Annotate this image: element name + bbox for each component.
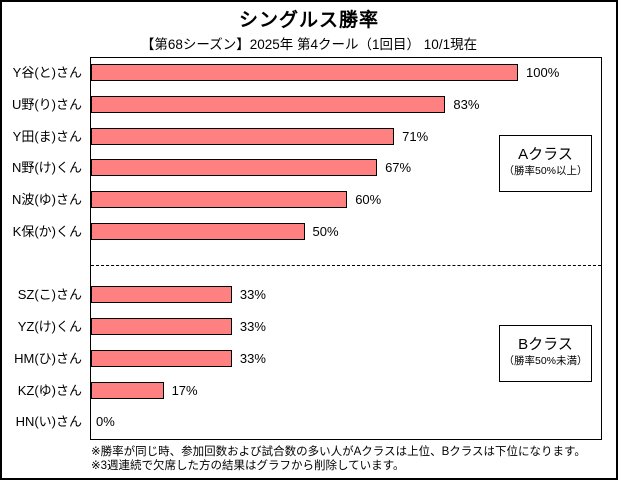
footnote-line-2: ※3週連続で欠席した方の結果はグラフから削除しています。 xyxy=(91,460,405,472)
bar xyxy=(91,222,305,240)
chart-title: シングルス勝率 xyxy=(238,10,379,31)
group-separator-line xyxy=(91,264,601,266)
value-label: 33% xyxy=(239,350,266,366)
value-label: 33% xyxy=(239,319,266,334)
category-label: SZ(こ)さん xyxy=(17,287,82,303)
plot-area: Aクラス （勝率50%以上） Bクラス （勝率50%未満） 100% 83% 71%… xyxy=(90,57,602,440)
bar xyxy=(91,159,378,177)
category-label: K保(か)くん xyxy=(12,223,82,239)
class-b-title: Bクラス xyxy=(518,336,573,353)
category-label: HN(い)さん xyxy=(15,414,82,430)
category-label: Y谷(と)さん xyxy=(12,65,82,80)
category-label: N波(ゆ)さん xyxy=(11,192,82,207)
class-b-criterion: （勝率50%未満） xyxy=(503,355,588,367)
bar xyxy=(91,286,232,304)
bar xyxy=(91,318,232,335)
value-label: 67% xyxy=(385,160,412,176)
bar xyxy=(91,191,348,208)
value-label: 50% xyxy=(312,223,339,239)
footnote-line-1: ※勝率が同じ時、参加回数および試合数の多い人がAクラスは上位、Bクラスは下位にな… xyxy=(91,446,586,458)
value-label: 33% xyxy=(239,287,266,303)
class-a-criterion: （勝率50%以上） xyxy=(503,165,588,177)
category-label: HM(ひ)さん xyxy=(14,350,82,366)
category-label: Y田(ま)さん xyxy=(12,128,82,144)
value-label: 71% xyxy=(402,128,429,144)
bar xyxy=(91,127,395,145)
value-label: 0% xyxy=(96,414,115,430)
category-label: U野(り)さん xyxy=(11,96,82,112)
bar xyxy=(91,64,518,81)
value-label: 60% xyxy=(355,192,382,207)
bar xyxy=(91,381,164,399)
class-a-box: Aクラス （勝率50%以上） xyxy=(499,135,592,192)
bar xyxy=(91,349,232,367)
category-label: KZ(ゆ)さん xyxy=(17,382,82,398)
value-label: 100% xyxy=(526,65,560,80)
category-label: N野(け)くん xyxy=(11,160,82,176)
category-label: YZ(け)くん xyxy=(17,319,82,334)
value-label: 17% xyxy=(171,382,198,398)
bar xyxy=(91,95,446,113)
class-a-title: Aクラス xyxy=(518,146,573,163)
class-b-box: Bクラス （勝率50%未満） xyxy=(499,325,592,382)
chart-subtitle: 【第68シーズン】2025年 第4クール（1回目） 10/1現在 xyxy=(140,37,478,52)
footnotes: ※勝率が同じ時、参加回数および試合数の多い人がAクラスは上位、Bクラスは下位にな… xyxy=(91,445,586,473)
value-label: 83% xyxy=(453,96,480,112)
